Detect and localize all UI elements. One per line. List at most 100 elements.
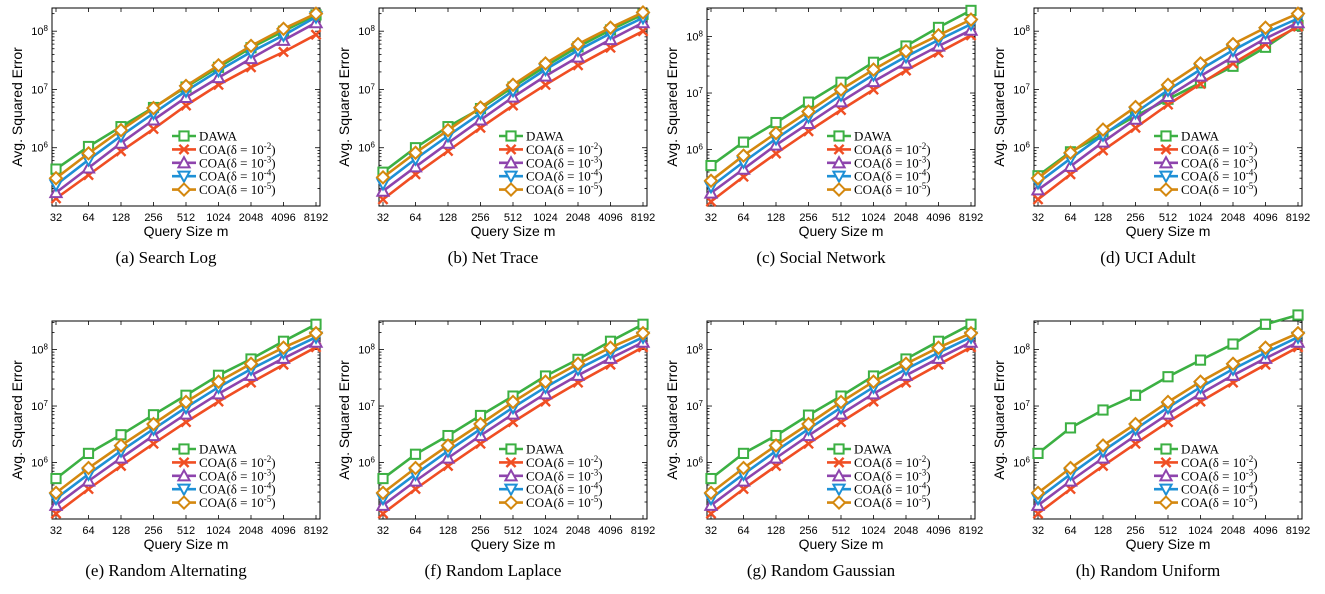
x-tick-label: 64 (82, 212, 94, 224)
series-point (703, 173, 719, 189)
legend-marker (178, 130, 190, 142)
x-tick-label: 2048 (894, 212, 918, 224)
legend-marker (505, 456, 517, 468)
x-tick-label: 512 (504, 525, 522, 537)
chart-panel-4: 32 64 128 256 512 1024 2048 4096 8192 106 107 108 Qu… (991, 6, 1310, 267)
x-tick-label: 8192 (631, 212, 655, 224)
series-point (1032, 447, 1044, 459)
legend-marker (505, 443, 517, 455)
legend-marker (176, 155, 192, 169)
y-tick-label: 107 (31, 399, 48, 413)
legend-marker (503, 483, 519, 497)
x-tick-label: 128 (439, 212, 457, 224)
series-point (375, 169, 391, 185)
x-tick-label: 4096 (1253, 525, 1277, 537)
x-tick-label: 64 (1064, 212, 1076, 224)
series-point (603, 340, 618, 356)
series-point (705, 159, 717, 172)
x-tick-label: 2048 (239, 212, 263, 224)
series-point (1128, 99, 1143, 115)
series-point (115, 429, 127, 441)
x-tick-label: 64 (737, 212, 749, 224)
series-point (801, 416, 816, 432)
series-point (243, 38, 259, 54)
legend-marker (503, 468, 519, 482)
legend-marker (1160, 456, 1172, 468)
series-point (538, 55, 553, 71)
x-tick-label: 32 (705, 525, 717, 537)
series-point (81, 145, 96, 161)
series-point (113, 122, 129, 138)
legend-marker (833, 456, 845, 468)
series-point (1194, 354, 1207, 366)
x-tick-label: 2048 (566, 525, 590, 537)
series-point (148, 123, 159, 135)
legend-label: DAWA (1181, 129, 1220, 144)
series-point (308, 325, 324, 341)
x-tick-label: 8192 (631, 525, 655, 537)
legend-marker (1158, 483, 1174, 497)
legend-marker (833, 143, 845, 155)
figure-caption: (g) Random Gaussian (747, 561, 896, 580)
series-point (82, 447, 95, 459)
series-point (1030, 485, 1046, 501)
x-tick-label: 512 (832, 525, 850, 537)
x-tick-label: 512 (177, 212, 195, 224)
y-axis-label: Avg. Squared Error (9, 360, 25, 480)
y-tick-label: 106 (31, 456, 48, 470)
x-tick-label: 8192 (959, 525, 983, 537)
legend-label: COA(δ = 10-5) (854, 181, 931, 197)
x-tick-label: 32 (50, 212, 62, 224)
series-point (538, 374, 553, 390)
legend-label: COA(δ = 10-2) (199, 454, 276, 470)
legend-marker (831, 170, 847, 184)
legend-marker (831, 182, 847, 198)
x-tick-label: 32 (50, 525, 62, 537)
series-point (1129, 389, 1142, 401)
legend-marker (1158, 155, 1174, 169)
series-point (1258, 20, 1273, 36)
legend-marker (833, 130, 845, 142)
y-tick-label: 107 (1013, 82, 1030, 96)
x-axis-label: Query Size m (144, 223, 229, 239)
y-axis-label: Avg. Squared Error (664, 47, 680, 167)
series-point (1160, 77, 1176, 93)
x-axis-label: Query Size m (144, 536, 229, 552)
x-tick-label: 128 (767, 212, 785, 224)
legend-marker (1160, 443, 1172, 455)
series-point (898, 356, 914, 372)
series-point (635, 4, 651, 20)
legend-label: COA(δ = 10-5) (199, 181, 276, 197)
figure-caption: (e) Random Alternating (85, 561, 247, 580)
series-point (931, 27, 946, 43)
series-point (377, 472, 389, 485)
legend-label: COA(δ = 10-5) (854, 494, 931, 510)
legend-label: COA(δ = 10-2) (526, 454, 603, 470)
y-tick-label: 108 (686, 30, 703, 44)
series-point (1064, 422, 1077, 434)
series-point (409, 448, 422, 460)
x-tick-label: 64 (737, 525, 749, 537)
figure-caption: (d) UCI Adult (1100, 248, 1196, 267)
y-axis-label: Avg. Squared Error (336, 360, 352, 480)
series-point (146, 416, 161, 432)
series-point (505, 77, 521, 93)
x-tick-label: 1024 (206, 525, 230, 537)
chart-panel-5: 32 64 128 256 512 1024 2048 4096 8192 106 107 108 Qu… (9, 318, 328, 580)
x-tick-label: 4096 (271, 212, 295, 224)
x-tick-label: 64 (82, 525, 94, 537)
legend-marker (178, 443, 190, 455)
legend-marker (176, 182, 192, 198)
series-point (963, 12, 979, 27)
series-point (1032, 193, 1044, 205)
legend-label: DAWA (199, 442, 238, 457)
x-tick-label: 256 (799, 212, 817, 224)
legend-label: DAWA (526, 442, 565, 457)
series-point (1225, 356, 1241, 372)
series-point (898, 43, 914, 59)
x-tick-label: 256 (471, 525, 489, 537)
series-point (603, 20, 618, 36)
series-point (931, 340, 946, 356)
series-point (276, 21, 291, 37)
